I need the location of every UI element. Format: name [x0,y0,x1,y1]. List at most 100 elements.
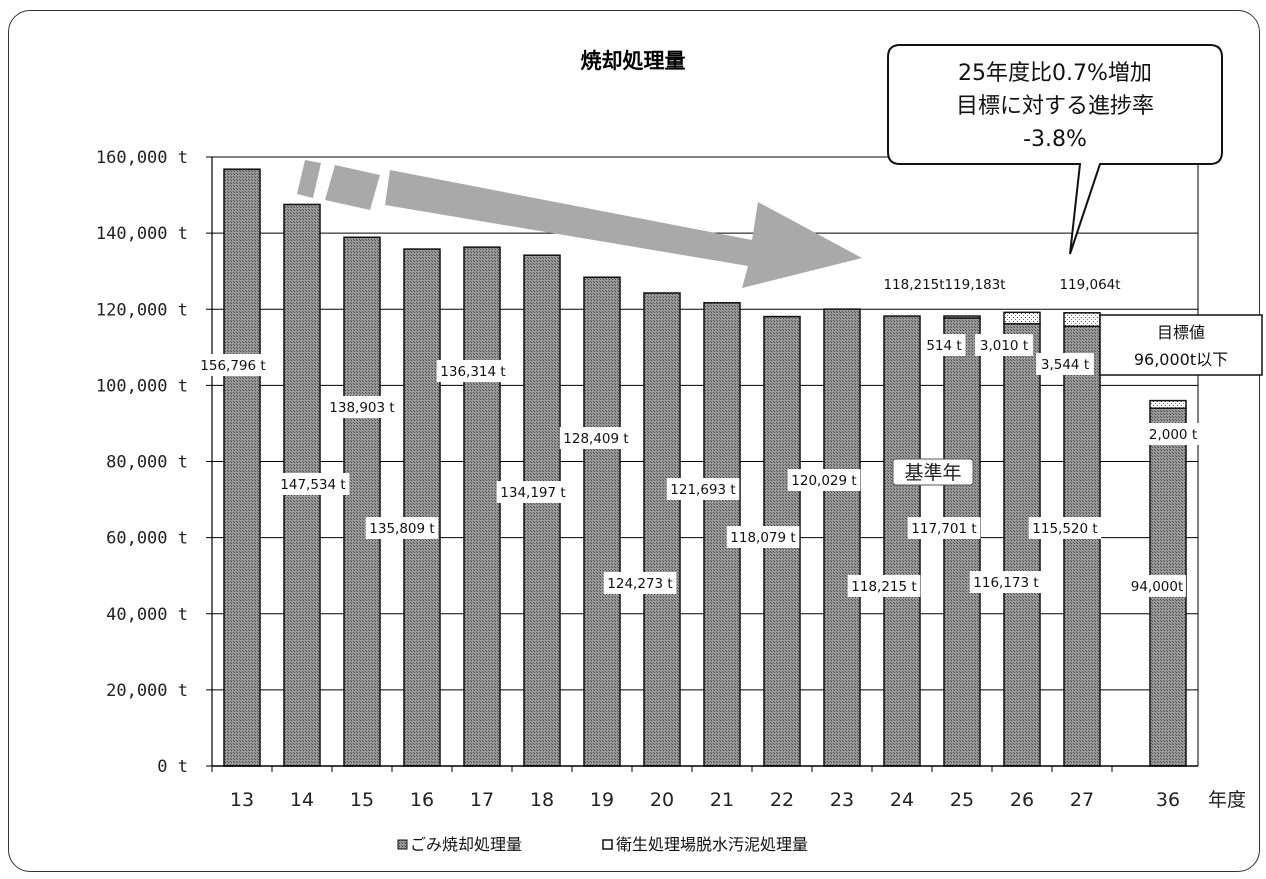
data-label-garbage-18: 134,197 t [500,485,565,501]
chart-title: 焼却処理量 [581,49,686,73]
legend-label-sludge: 衛生処理場脱水汚泥処理量 [616,835,808,854]
y-tick-label: 60,000 t [106,529,188,549]
bar-garbage-25 [943,317,981,767]
data-label-garbage-21-bg [666,478,740,500]
data-label-garbage-17: 136,314 t [440,364,505,380]
target-box-frame [1099,314,1263,376]
y-tick-label: 0 t [157,757,188,777]
x-tick-label: 16 [410,789,434,811]
bar-garbage-16 [403,248,441,767]
data-label-sludge-26-bg [975,334,1033,356]
data-label-garbage-22-bg [726,526,800,548]
base-year-label: 基準年 [904,462,961,484]
x-tick-label: 14 [290,789,314,811]
x-tick-label: 22 [770,789,794,811]
data-label-garbage-27-bg [1028,517,1102,539]
x-tick-label: 17 [470,789,494,811]
x-tick-label: 26 [1010,789,1034,811]
data-label-garbage-23-bg [787,469,861,491]
legend-swatch-sludge [602,839,613,850]
data-label-sludge-27-bg [1036,353,1094,375]
bar-garbage-20 [643,292,681,767]
x-tick-label: 23 [830,789,854,811]
data-label-sludge-36-bg [1144,423,1202,445]
data-label-sludge-27: 3,544 t [1041,357,1089,373]
data-label-garbage-14: 147,534 t [280,477,345,493]
data-label-garbage-24: 118,215 t [851,579,916,595]
data-label-garbage-16-bg [365,517,439,539]
x-tick-label: 15 [350,789,374,811]
data-label-sludge-26: 3,010 t [980,338,1028,354]
bar-garbage-27 [1063,325,1101,767]
total-label-25: 119,183t [944,277,1005,293]
y-tick-label: 40,000 t [106,605,188,625]
data-label-garbage-16: 135,809 t [369,521,434,537]
data-label-garbage-21: 121,693 t [670,482,735,498]
data-label-garbage-24-bg [847,575,921,597]
data-label-garbage-14-bg [276,473,350,495]
data-label-garbage-26-bg [969,571,1043,593]
y-tick-label: 20,000 t [106,681,188,701]
data-label-garbage-15: 138,903 t [329,400,394,416]
data-label-garbage-25-bg [907,517,981,539]
bar-sludge-26 [1003,311,1041,325]
y-tick-label: 120,000 t [96,300,188,320]
x-tick-label: 24 [890,789,914,811]
data-label-garbage-13-bg [196,354,270,376]
data-label-garbage-19-bg [559,427,633,449]
bar-garbage-15 [343,236,381,767]
x-tick-label: 27 [1070,789,1094,811]
callout-line-1: 25年度比0.7%増加 [958,61,1152,86]
y-axis: 0 t 20,000 t 40,000 t 60,000 t 80,000 t 100,0… [96,148,1199,777]
callout-bubble: 25年度比0.7%増加 目標に対する進捗率 -3.8% [887,44,1223,255]
legend: ごみ焼却処理量 衛生処理場脱水汚泥処理量 [397,835,808,854]
x-tick-label: 36 [1156,789,1180,811]
y-tick-label: 140,000 t [96,224,188,244]
data-label-garbage-25: 117,701 t [911,521,976,537]
target-title: 目標値 [1157,323,1205,342]
trend-arrow-dash-1 [297,160,321,198]
x-tick-label: 25 [950,789,974,811]
trend-arrow-body [385,170,862,288]
x-axis-label: 年度 [1208,789,1246,811]
data-label-garbage-20-bg [603,572,677,594]
callout-line-3: -3.8% [1023,127,1087,152]
data-label-garbage-36: 94,000t [1131,579,1184,595]
data-label-garbage-20: 124,273 t [607,576,672,592]
data-labels: 156,796 t 147,534 t 138,903 t 135,809 t 136,… [196,277,1202,597]
total-label-26: 119,064t [1059,277,1120,293]
bars [223,168,1187,767]
data-label-sludge-25: 514 t [926,338,961,354]
bar-garbage-13 [223,168,261,767]
data-label-garbage-13: 156,796 t [200,358,265,374]
base-year-box [892,458,974,486]
data-label-garbage-19: 128,409 t [563,431,628,447]
data-label-garbage-26: 116,173 t [973,575,1038,591]
bar-garbage-17 [463,246,501,767]
target-value: 96,000t以下 [1134,350,1228,369]
bar-garbage-23 [823,308,861,767]
y-tick-label: 80,000 t [106,453,188,473]
trend-arrow [297,160,862,288]
data-label-garbage-36-bg [1128,575,1186,597]
trend-arrow-dash-2 [325,165,380,210]
callout-line-2: 目標に対する進捗率 [956,94,1154,119]
data-label-garbage-22: 118,079 t [730,530,795,546]
data-label-garbage-17-bg [436,360,510,382]
x-tick-label: 18 [530,789,554,811]
y-tick-label: 160,000 t [96,148,188,168]
bar-garbage-18 [523,254,561,767]
x-axis: 13 14 15 16 17 18 19 20 21 22 23 24 25 26 27 36 [211,765,1198,811]
bar-garbage-19 [583,276,621,767]
legend-swatch-garbage [397,839,408,850]
bar-sludge-36 [1149,399,1187,409]
data-label-garbage-18-bg [496,481,570,503]
target-box: 目標値 96,000t以下 [1099,314,1263,376]
bar-garbage-24 [883,315,921,767]
data-label-garbage-27: 115,520 t [1032,521,1097,537]
x-tick-label: 21 [710,789,734,811]
chart-frame [8,10,1260,872]
total-label-24: 118,215t [883,277,944,293]
data-label-sludge-25-bg [922,334,966,356]
